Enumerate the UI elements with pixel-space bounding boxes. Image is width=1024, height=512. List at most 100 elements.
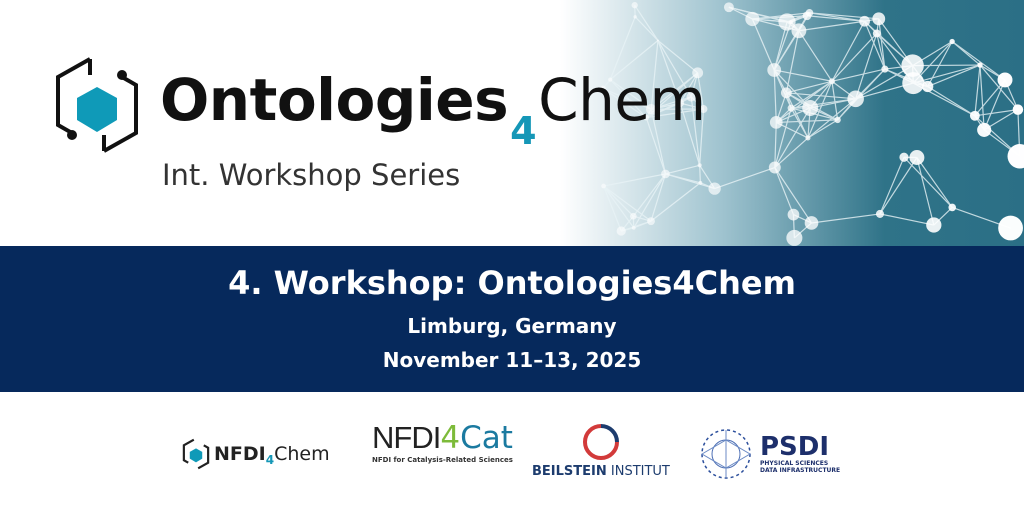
beilstein-ring-icon (582, 424, 619, 460)
network-edge (831, 20, 866, 82)
network-node (949, 38, 955, 45)
network-node (629, 212, 637, 220)
network-edge (665, 164, 700, 175)
network-edge (798, 30, 833, 82)
network-edge (714, 166, 775, 190)
network-node (647, 217, 655, 226)
network-node (802, 11, 812, 21)
network-node (847, 90, 864, 108)
network-node (768, 161, 781, 174)
network-node (780, 87, 792, 99)
network-node (828, 78, 835, 85)
title-main: Ontologies (160, 66, 509, 134)
network-edge (774, 167, 795, 215)
network-node (875, 209, 885, 218)
cat-4: 4 (440, 420, 461, 456)
network-node (997, 72, 1013, 88)
network-edge (979, 65, 985, 130)
network-node (805, 135, 811, 141)
network-edge (645, 117, 667, 175)
network-edge (751, 18, 775, 71)
network-node (631, 225, 636, 230)
network-node (699, 105, 708, 114)
network-edge (609, 79, 647, 119)
network-edge (752, 15, 808, 20)
network-node (643, 114, 650, 121)
nfdi-sub: 4 (265, 453, 275, 467)
network-node (645, 104, 657, 115)
psdi-network-icon (701, 429, 751, 479)
network-node (600, 85, 606, 92)
network-node (834, 116, 841, 124)
network-node (686, 92, 696, 102)
psdi-text: PSDI (760, 432, 830, 462)
network-edge (603, 185, 635, 229)
event-dates: November 11–13, 2025 (382, 348, 642, 372)
event-location: Limburg, Germany (407, 314, 617, 338)
network-edge (927, 41, 953, 87)
network-edge (974, 109, 1018, 117)
ontologies4chem-logo-icon (56, 57, 138, 153)
network-edge (798, 20, 865, 32)
network-edge (786, 80, 833, 94)
cat-text: Cat (460, 420, 513, 456)
network-edge (864, 21, 886, 70)
chem-text: Chem (274, 443, 330, 465)
network-edge (633, 173, 667, 229)
network-edge (650, 40, 659, 110)
network-edge (602, 87, 652, 110)
network-node (926, 217, 942, 233)
network-node (631, 2, 638, 9)
network-edge (786, 92, 856, 100)
network-edge (951, 41, 1006, 81)
network-edge (646, 108, 704, 119)
network-edge (679, 72, 699, 104)
network-edge (807, 119, 838, 139)
beilstein-logo: BEILSTEIN INSTITUT (532, 422, 670, 479)
network-edge (785, 92, 809, 139)
network-node (698, 180, 703, 185)
network-background-graphic (560, 0, 1024, 246)
network-edge (806, 15, 865, 22)
network-node (901, 54, 924, 77)
network-node (998, 215, 1023, 241)
network-edge (774, 69, 833, 82)
network-node (881, 65, 889, 73)
nfdi4cat-tagline: NFDI for Catalysis-Related Sciences (372, 456, 513, 464)
network-edge (657, 40, 692, 98)
network-node (899, 152, 909, 162)
network-edge (831, 33, 878, 82)
network-edge (657, 40, 681, 104)
network-node (977, 62, 983, 68)
network-edge (807, 81, 833, 139)
network-edge (603, 185, 652, 222)
partner-logos: NFDI 4 Chem NFDI4Cat NFDI for Catalysis-Re… (0, 392, 1024, 512)
network-edge (609, 40, 659, 81)
network-node (909, 150, 925, 165)
network-edge (855, 33, 878, 100)
network-edge (879, 157, 918, 215)
network-node (608, 77, 613, 82)
network-edge (879, 213, 934, 226)
network-edge (609, 79, 652, 110)
network-edge (697, 72, 705, 110)
network-edge (811, 213, 881, 224)
network-edge (603, 185, 634, 217)
network-edge (774, 107, 811, 168)
network-node (791, 23, 807, 39)
network-edge (609, 16, 636, 80)
network-edge (776, 119, 838, 124)
network-edge (632, 173, 666, 217)
title-subscript: 4 (510, 109, 537, 153)
network-edge (603, 185, 622, 232)
network-node (902, 72, 925, 95)
network-node (778, 13, 796, 31)
network-edge (603, 173, 666, 187)
network-node (872, 29, 881, 38)
network-edge (927, 64, 981, 88)
network-edge (903, 156, 953, 208)
network-edge (657, 40, 699, 74)
network-edge (774, 122, 777, 168)
network-edge (634, 16, 659, 41)
nfdi4cat-logo: NFDI4Cat NFDI for Catalysis-Related Scie… (372, 420, 513, 464)
